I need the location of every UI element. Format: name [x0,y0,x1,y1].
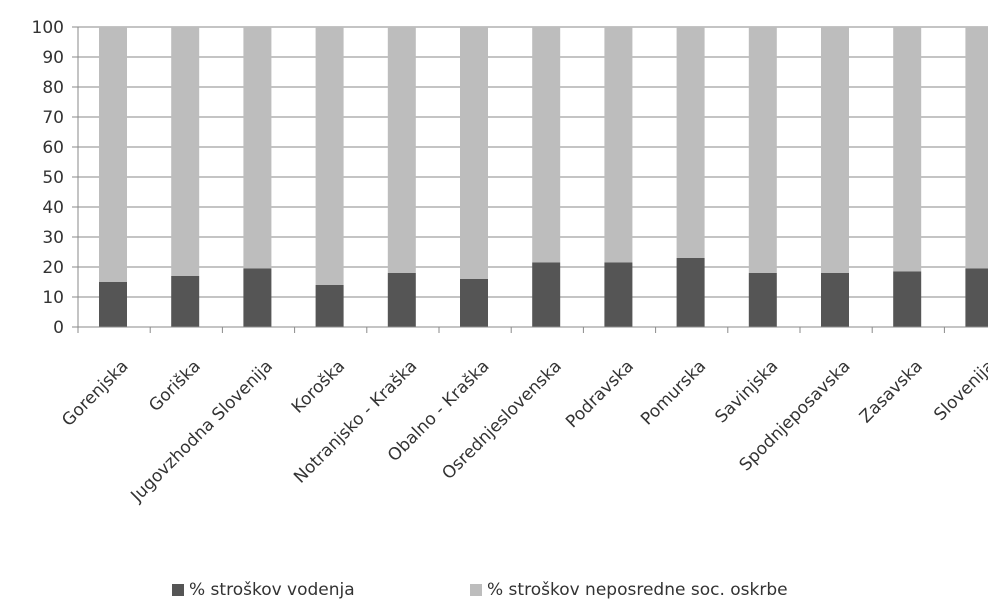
bar-oskrbe [604,27,633,263]
y-tick-label: 10 [42,288,64,308]
legend-item-oskrbe: % stroškov neposredne soc. oskrbe [470,580,788,600]
bar-oskrbe [171,27,200,276]
x-category-label: Savinjska [711,356,782,427]
bar-vodenja [315,285,344,327]
axes [77,27,988,333]
bar-vodenja [171,276,200,327]
bar-vodenja [821,273,849,327]
y-tick-label: 0 [53,318,64,338]
bar-vodenja [748,273,777,327]
bar-vodenja [604,262,633,327]
x-category-label: Gorenjska [58,356,132,430]
x-category-label: Osrednjeslovenska [438,356,565,483]
legend-item-vodenja: % stroškov vodenja [172,580,355,600]
gridlines [72,26,988,328]
y-tick-labels: 0 10 20 30 40 50 60 70 80 90 100 [32,18,64,338]
x-category-label: Jugovzhodna Slovenija [127,356,277,506]
x-category-label: Zasavska [856,356,927,427]
bar-oskrbe [99,27,127,282]
bar-oskrbe [532,27,561,263]
x-category-label: Goriška [145,356,204,415]
bar-oskrbe [893,27,922,272]
y-tick-label: 30 [42,228,64,248]
bar-vodenja [893,271,922,327]
y-tick-label: 80 [42,78,64,98]
y-tick-label: 40 [42,198,64,218]
legend-label-vodenja: % stroškov vodenja [189,580,355,600]
legend-label-oskrbe: % stroškov neposredne soc. oskrbe [487,580,788,600]
bar-vodenja [99,282,127,327]
bar-oskrbe [676,27,705,258]
bar-vodenja [387,273,416,327]
legend-swatch-oskrbe [470,584,482,596]
y-tick-label: 50 [42,168,64,188]
bar-oskrbe [243,27,272,269]
legend: % stroškov vodenja % stroškov neposredne… [0,580,988,604]
bar-oskrbe [965,27,988,269]
bar-oskrbe [460,27,488,279]
bar-oskrbe [821,27,849,273]
y-tick-label: 60 [42,138,64,158]
legend-swatch-vodenja [172,584,184,596]
x-category-label: Notranjsko - Kraška [290,356,421,487]
bar-vodenja [460,279,488,327]
bar-oskrbe [748,27,777,273]
x-category-label: Koroška [288,356,349,417]
bars [99,27,988,327]
x-category-label: Pomurska [637,356,710,429]
x-category-label: Podravska [562,356,638,432]
y-tick-label: 90 [42,48,64,68]
bar-oskrbe [315,27,344,285]
bar-oskrbe [387,27,416,273]
bar-vodenja [676,258,705,327]
bar-vodenja [243,268,272,327]
bar-vodenja [532,262,561,327]
bar-vodenja [965,268,988,327]
stacked-bar-chart: 0 10 20 30 40 50 60 70 80 90 100 Gorenjska GoriškaJ… [32,18,988,507]
y-tick-label: 100 [32,18,64,38]
y-tick-label: 20 [42,258,64,278]
y-tick-label: 70 [42,108,64,128]
x-category-label: Slovenija [930,356,988,425]
